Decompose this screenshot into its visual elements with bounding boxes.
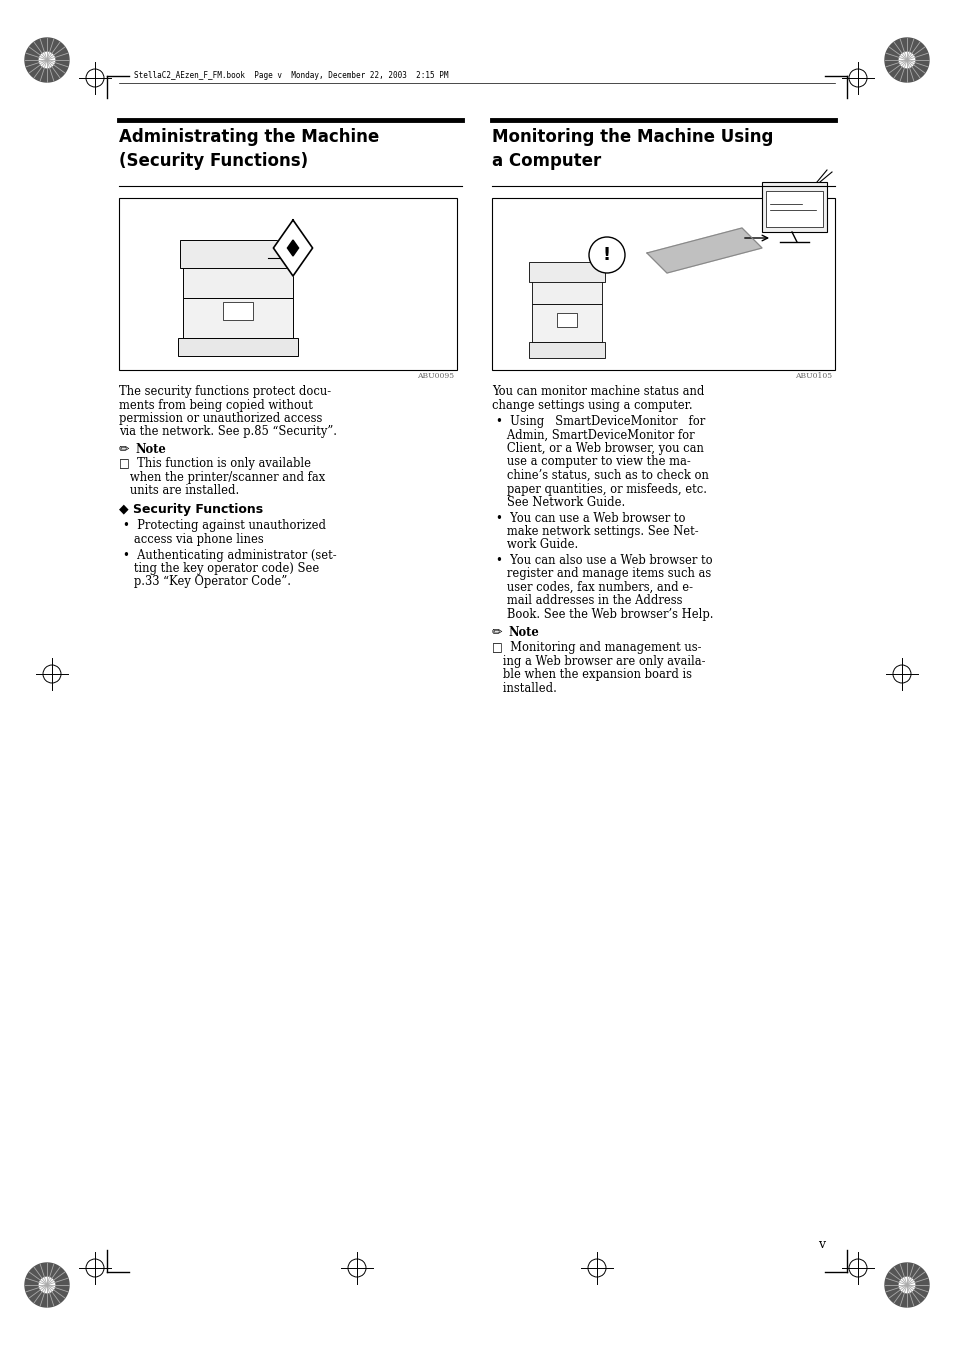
Text: Client, or a Web browser, you can: Client, or a Web browser, you can — [496, 442, 703, 456]
Text: !: ! — [602, 245, 611, 264]
Text: paper quantities, or misfeeds, etc.: paper quantities, or misfeeds, etc. — [496, 483, 706, 496]
Text: chine’s status, such as to check on: chine’s status, such as to check on — [496, 469, 708, 483]
Polygon shape — [274, 220, 313, 276]
Text: ting the key operator code) See: ting the key operator code) See — [123, 562, 319, 576]
Text: ing a Web browser are only availa-: ing a Web browser are only availa- — [492, 655, 705, 667]
Bar — [761, 182, 826, 232]
Text: ✏: ✏ — [492, 627, 502, 639]
Polygon shape — [39, 53, 54, 67]
Polygon shape — [899, 1278, 914, 1293]
Text: work Guide.: work Guide. — [496, 538, 578, 551]
Text: Administrating the Machine: Administrating the Machine — [119, 128, 379, 146]
Text: ✏: ✏ — [119, 443, 130, 456]
Text: (Security Functions): (Security Functions) — [119, 152, 308, 170]
Bar — [529, 342, 604, 359]
Bar — [557, 313, 577, 328]
Text: make network settings. See Net-: make network settings. See Net- — [496, 524, 698, 538]
Text: v: v — [817, 1239, 824, 1251]
Bar — [532, 305, 601, 342]
Text: ABU0105: ABU0105 — [794, 372, 831, 380]
Text: •  You can use a Web browser to: • You can use a Web browser to — [496, 511, 685, 524]
Text: units are installed.: units are installed. — [119, 484, 239, 497]
Polygon shape — [39, 1278, 54, 1293]
Text: user codes, fax numbers, and e-: user codes, fax numbers, and e- — [496, 581, 692, 594]
Text: mail addresses in the Address: mail addresses in the Address — [496, 594, 681, 608]
Text: Note: Note — [507, 627, 538, 639]
Text: The security functions protect docu-: The security functions protect docu- — [119, 386, 331, 398]
Text: See Network Guide.: See Network Guide. — [496, 496, 624, 510]
Text: Admin, SmartDeviceMonitor for: Admin, SmartDeviceMonitor for — [496, 429, 694, 442]
Text: access via phone lines: access via phone lines — [123, 532, 263, 546]
Text: StellaC2_AEzen_F_FM.book  Page v  Monday, December 22, 2003  2:15 PM: StellaC2_AEzen_F_FM.book Page v Monday, … — [133, 71, 448, 80]
Bar — [183, 260, 293, 298]
Polygon shape — [646, 228, 761, 274]
Polygon shape — [287, 240, 298, 256]
Text: Monitoring the Machine Using: Monitoring the Machine Using — [492, 128, 773, 146]
Text: ble when the expansion board is: ble when the expansion board is — [492, 669, 691, 681]
Bar — [180, 240, 295, 268]
Text: •  Authenticating administrator (set-: • Authenticating administrator (set- — [123, 549, 336, 562]
Bar — [223, 302, 253, 319]
Text: p.33 “Key Operator Code”.: p.33 “Key Operator Code”. — [123, 576, 291, 589]
Text: •  Using   SmartDeviceMonitor   for: • Using SmartDeviceMonitor for — [496, 415, 704, 429]
Text: •  You can also use a Web browser to: • You can also use a Web browser to — [496, 554, 712, 568]
Text: You can monitor machine status and: You can monitor machine status and — [492, 386, 703, 398]
Text: •  Protecting against unauthorized: • Protecting against unauthorized — [123, 519, 326, 532]
Bar — [532, 280, 601, 305]
Polygon shape — [25, 1263, 69, 1308]
Polygon shape — [25, 38, 69, 82]
Bar — [119, 198, 456, 369]
Polygon shape — [884, 1263, 928, 1308]
Text: ABU0095: ABU0095 — [416, 372, 454, 380]
Bar — [529, 262, 604, 282]
Bar — [765, 191, 822, 226]
Bar — [178, 338, 297, 356]
Text: ◆ Security Functions: ◆ Security Functions — [119, 503, 263, 516]
Text: permission or unauthorized access: permission or unauthorized access — [119, 412, 322, 425]
Bar — [183, 298, 293, 338]
Text: ments from being copied without: ments from being copied without — [119, 399, 313, 411]
Bar — [492, 198, 834, 369]
Text: register and manage items such as: register and manage items such as — [496, 568, 711, 581]
Text: use a computer to view the ma-: use a computer to view the ma- — [496, 456, 690, 469]
Polygon shape — [884, 38, 928, 82]
Text: □  Monitoring and management us-: □ Monitoring and management us- — [492, 642, 700, 654]
Circle shape — [588, 237, 624, 274]
Text: installed.: installed. — [492, 682, 557, 694]
Text: change settings using a computer.: change settings using a computer. — [492, 399, 692, 411]
Polygon shape — [899, 53, 914, 67]
Text: Book. See the Web browser’s Help.: Book. See the Web browser’s Help. — [496, 608, 713, 621]
Text: a Computer: a Computer — [492, 152, 600, 170]
Text: when the printer/scanner and fax: when the printer/scanner and fax — [119, 470, 325, 484]
Text: Note: Note — [135, 443, 166, 456]
Text: via the network. See p.85 “Security”.: via the network. See p.85 “Security”. — [119, 426, 336, 438]
Text: □  This function is only available: □ This function is only available — [119, 457, 311, 470]
